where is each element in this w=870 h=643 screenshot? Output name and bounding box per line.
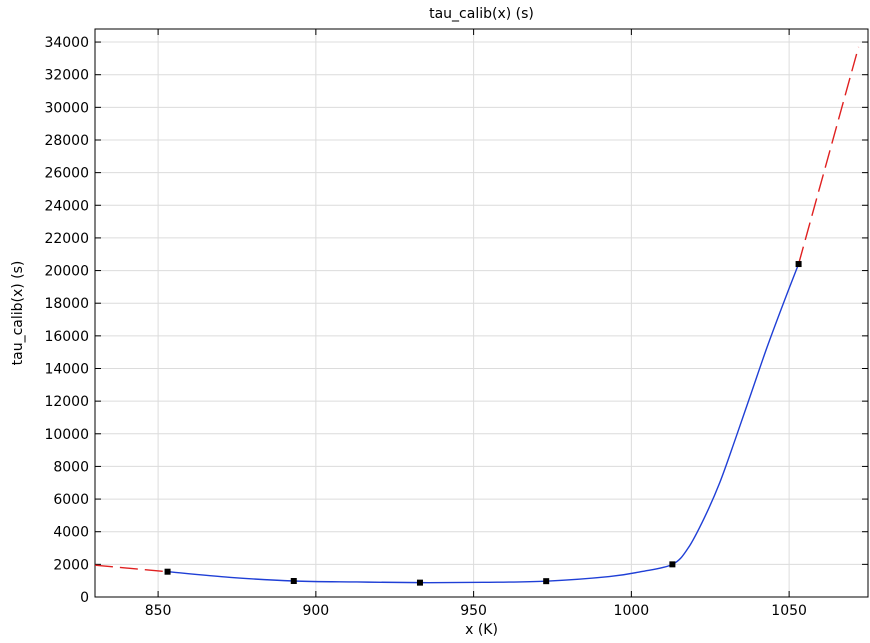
y-tick-label: 22000 (44, 231, 89, 247)
grid (95, 29, 868, 598)
x-tick-label: 1000 (614, 603, 650, 619)
y-tick-label: 20000 (44, 264, 89, 280)
data-point-marker (795, 261, 802, 268)
x-axis-label: x (K) (465, 622, 498, 638)
data-point-marker (290, 578, 297, 585)
data-point-marker (669, 561, 676, 568)
y-tick-label: 34000 (44, 35, 89, 51)
y-tick-label: 28000 (44, 133, 89, 149)
data-point-marker (543, 578, 550, 585)
y-tick-label: 12000 (44, 394, 89, 410)
x-tick-label: 850 (145, 603, 172, 619)
data-point-marker (164, 568, 171, 575)
data-point-marker (416, 579, 423, 586)
y-tick-label: 10000 (44, 427, 89, 443)
plot-area-frame (94, 28, 869, 598)
y-tick-label: 0 (80, 590, 89, 606)
chart-title: tau_calib(x) (s) (429, 6, 534, 22)
y-axis-label: tau_calib(x) (s) (10, 261, 26, 366)
extrapolation-line (797, 46, 860, 265)
y-tick-label: 32000 (44, 68, 89, 84)
x-tick-label: 900 (302, 603, 329, 619)
y-tick-label: 8000 (53, 459, 89, 475)
ticks: 850 900 950 1000 1050 0 2000 4000 6000 8000 10000 1… (44, 29, 868, 619)
y-tick-label: 16000 (44, 329, 89, 345)
interpolation-line (167, 263, 800, 584)
x-tick-label: 950 (460, 603, 487, 619)
y-tick-label: 30000 (44, 100, 89, 116)
x-tick-label: 1050 (771, 603, 807, 619)
y-tick-label: 14000 (44, 361, 89, 377)
y-tick-label: 26000 (44, 166, 89, 182)
extrapolation-line (94, 564, 168, 573)
y-tick-label: 4000 (53, 525, 89, 541)
y-tick-label: 18000 (44, 296, 89, 312)
y-tick-label: 2000 (53, 557, 89, 573)
series (94, 46, 860, 586)
y-tick-label: 6000 (53, 492, 89, 508)
y-tick-label: 24000 (44, 198, 89, 214)
